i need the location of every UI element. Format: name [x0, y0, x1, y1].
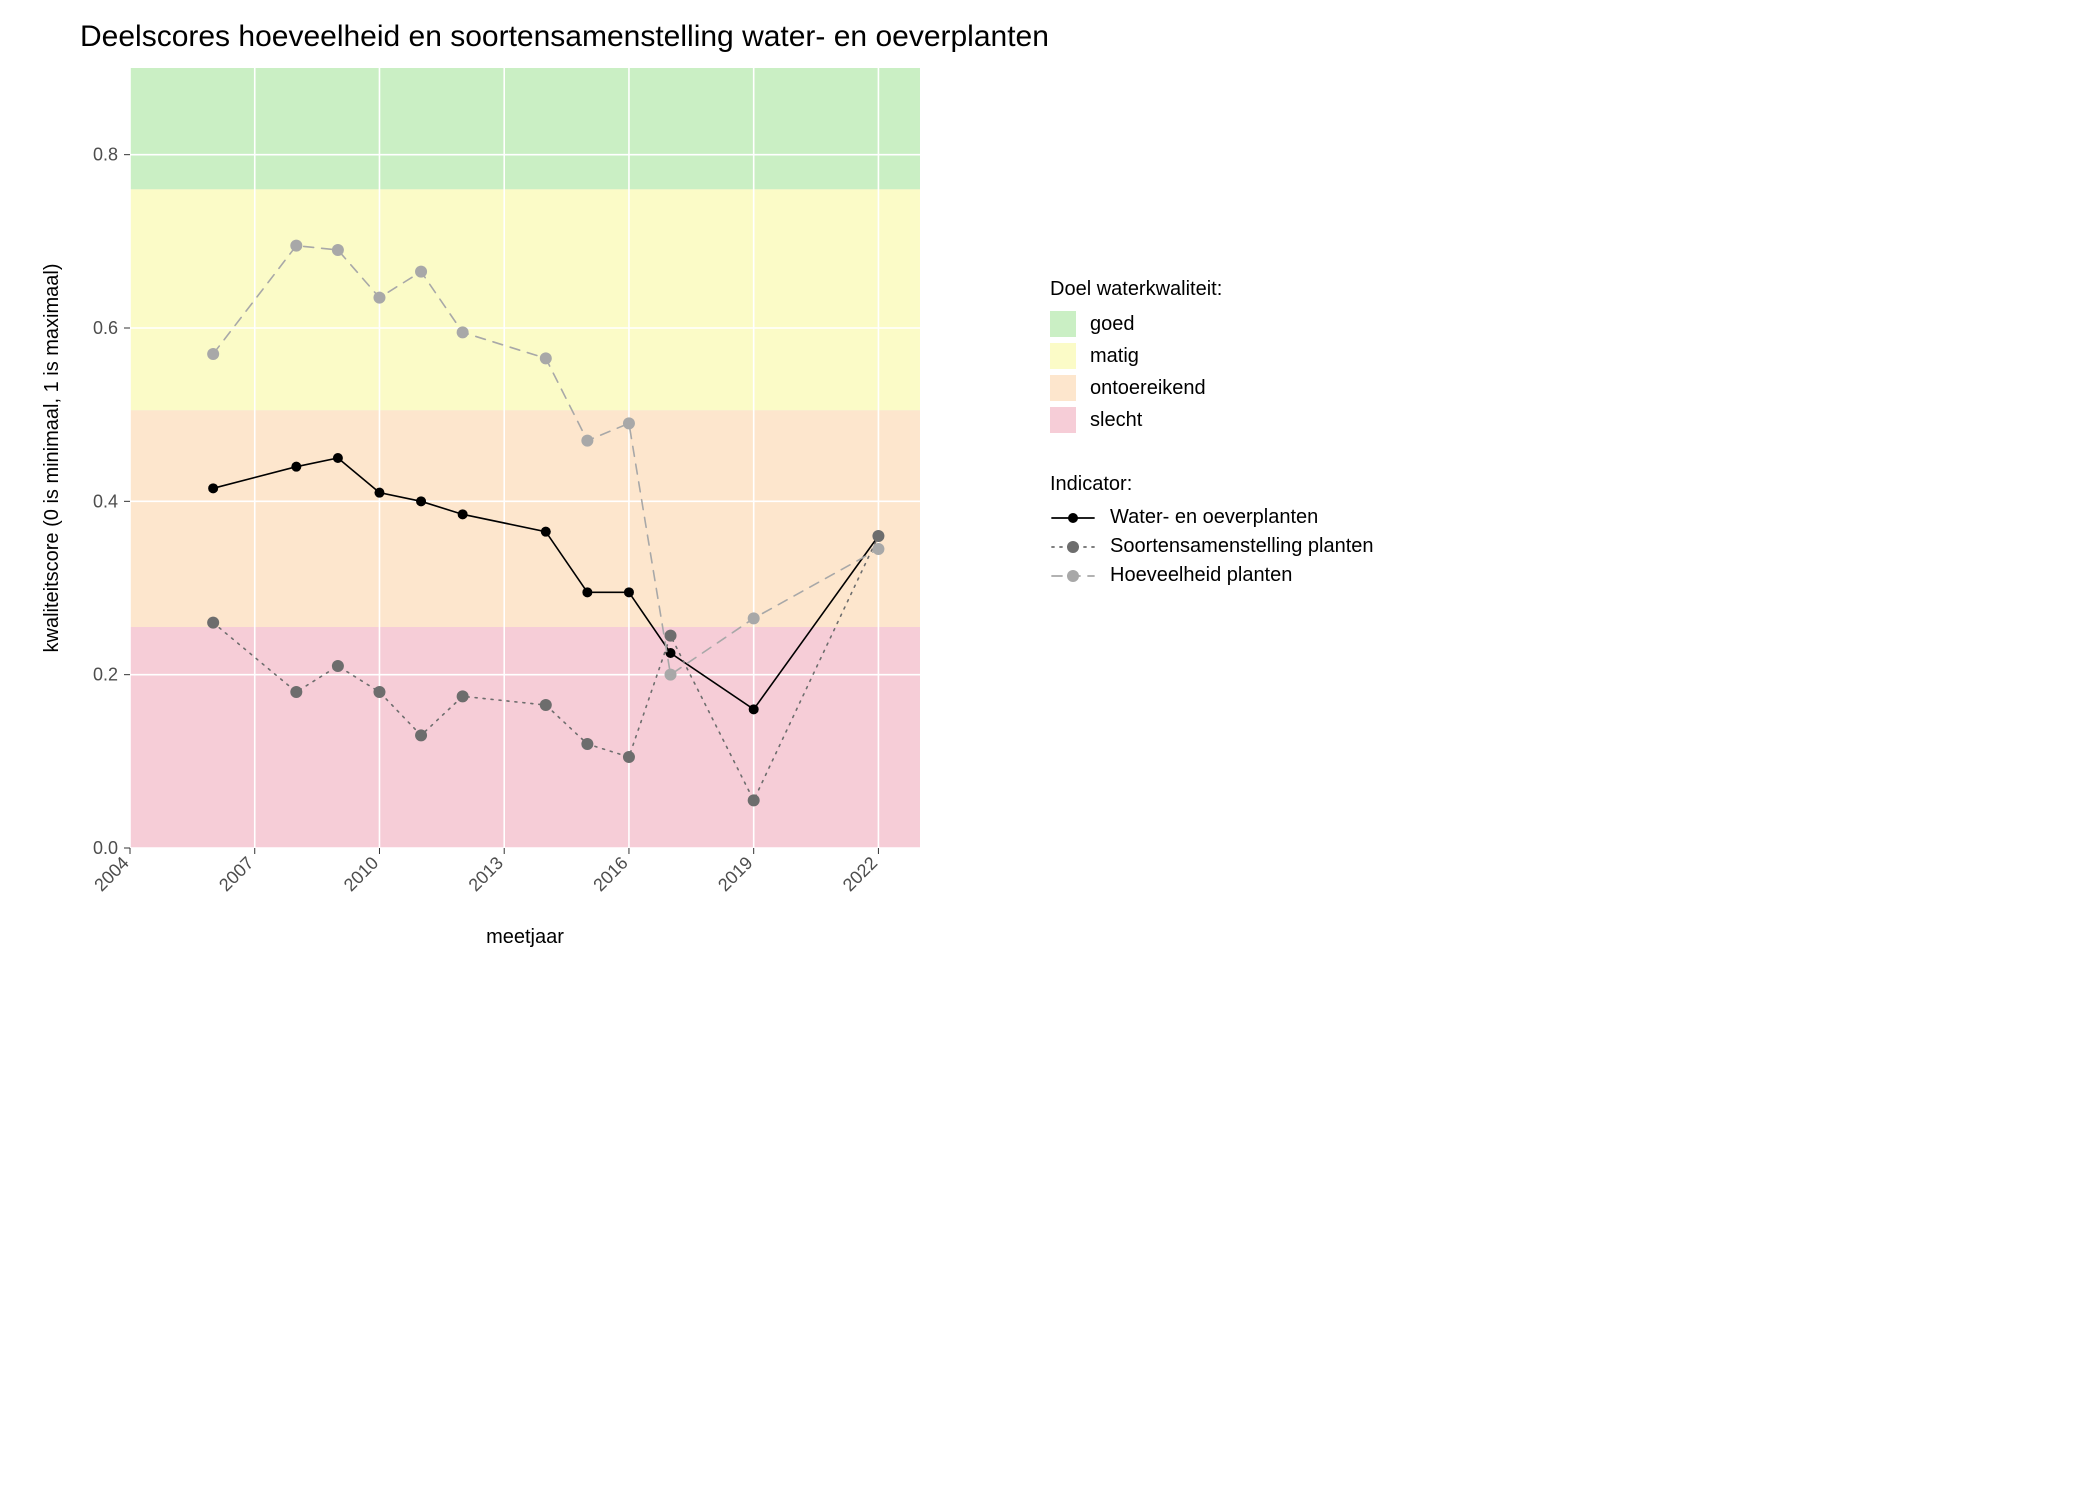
series-marker	[872, 530, 884, 542]
legend-quality-swatch	[1050, 343, 1076, 369]
series-marker	[208, 483, 218, 493]
legend-indicator-sample	[1050, 508, 1096, 528]
legend-quality-label: ontoereikend	[1090, 377, 1206, 400]
legend-indicator-section: Indicator: Water- en oeverplanten Soorten…	[1050, 473, 1374, 587]
x-tick-label: 2016	[589, 853, 631, 895]
y-axis-label: kwaliteitscore (0 is minimaal, 1 is maxi…	[41, 264, 63, 653]
series-marker	[540, 699, 552, 711]
y-tick-label: 0.6	[93, 318, 118, 338]
x-tick-label: 2010	[340, 853, 382, 895]
legend-quality-row: ontoereikend	[1050, 375, 1374, 401]
chart-container: 0.0 0.2 0.4 0.6 0.8 2004 2007 2010 2013 2016 2019 2…	[20, 58, 2080, 978]
legend-quality-label: slecht	[1090, 409, 1142, 432]
series-marker	[332, 244, 344, 256]
x-tick-label: 2007	[215, 853, 257, 895]
series-marker	[333, 453, 343, 463]
series-marker	[749, 704, 759, 714]
x-tick-label: 2019	[714, 853, 756, 895]
legend-quality-row: goed	[1050, 311, 1374, 337]
y-tick-label: 0.0	[93, 838, 118, 858]
series-marker	[374, 488, 384, 498]
chart-svg: 0.0 0.2 0.4 0.6 0.8 2004 2007 2010 2013 2016 2019 2…	[20, 58, 1020, 978]
legend-quality-row: matig	[1050, 343, 1374, 369]
legend-indicator-label: Soortensamenstelling planten	[1110, 535, 1374, 558]
x-tick-label: 2004	[90, 853, 132, 895]
series-marker	[665, 630, 677, 642]
series-marker	[415, 729, 427, 741]
series-marker	[332, 660, 344, 672]
legend-quality-label: matig	[1090, 345, 1139, 368]
series-marker	[458, 509, 468, 519]
series-marker	[623, 417, 635, 429]
legend-indicator-title: Indicator:	[1050, 473, 1374, 496]
legend-quality-swatch	[1050, 407, 1076, 433]
series-marker	[207, 617, 219, 629]
plot-area: 0.0 0.2 0.4 0.6 0.8 2004 2007 2010 2013 2016 2019 2…	[20, 58, 1020, 978]
x-tick-label: 2013	[465, 853, 507, 895]
legend-quality-title: Doel waterkwaliteit:	[1050, 278, 1374, 301]
legend: Doel waterkwaliteit: goed matig ontoereike…	[1050, 58, 1374, 627]
quality-band	[130, 68, 920, 189]
legend-quality-label: goed	[1090, 313, 1135, 336]
legend-indicator-label: Water- en oeverplanten	[1110, 506, 1318, 529]
series-marker	[290, 686, 302, 698]
series-marker	[290, 240, 302, 252]
quality-band	[130, 627, 920, 848]
series-marker	[457, 690, 469, 702]
series-marker	[748, 794, 760, 806]
series-marker	[540, 352, 552, 364]
legend-indicator-sample	[1050, 537, 1096, 557]
series-marker	[373, 292, 385, 304]
series-marker	[207, 348, 219, 360]
series-marker	[541, 527, 551, 537]
legend-quality-section: Doel waterkwaliteit: goed matig ontoereike…	[1050, 278, 1374, 433]
legend-indicator-label: Hoeveelheid planten	[1110, 564, 1292, 587]
series-marker	[415, 266, 427, 278]
series-marker	[623, 751, 635, 763]
y-tick-label: 0.8	[93, 145, 118, 165]
quality-band	[130, 410, 920, 627]
series-marker	[665, 669, 677, 681]
legend-indicator-row: Water- en oeverplanten	[1050, 506, 1374, 529]
series-marker	[582, 587, 592, 597]
legend-indicator-row: Hoeveelheid planten	[1050, 564, 1374, 587]
chart-title: Deelscores hoeveelheid en soortensamenst…	[20, 20, 2080, 54]
series-marker	[457, 326, 469, 338]
legend-quality-swatch	[1050, 375, 1076, 401]
series-marker	[872, 543, 884, 555]
series-marker	[373, 686, 385, 698]
y-tick-label: 0.4	[93, 491, 118, 511]
series-marker	[748, 612, 760, 624]
series-marker	[624, 587, 634, 597]
series-marker	[291, 462, 301, 472]
series-marker	[581, 435, 593, 447]
legend-quality-row: slecht	[1050, 407, 1374, 433]
series-marker	[581, 738, 593, 750]
x-axis-label: meetjaar	[486, 926, 564, 948]
legend-indicator-row: Soortensamenstelling planten	[1050, 535, 1374, 558]
y-tick-label: 0.2	[93, 665, 118, 685]
legend-indicator-sample	[1050, 566, 1096, 586]
x-tick-label: 2022	[839, 853, 881, 895]
series-marker	[416, 496, 426, 506]
quality-band	[130, 189, 920, 410]
legend-quality-swatch	[1050, 311, 1076, 337]
